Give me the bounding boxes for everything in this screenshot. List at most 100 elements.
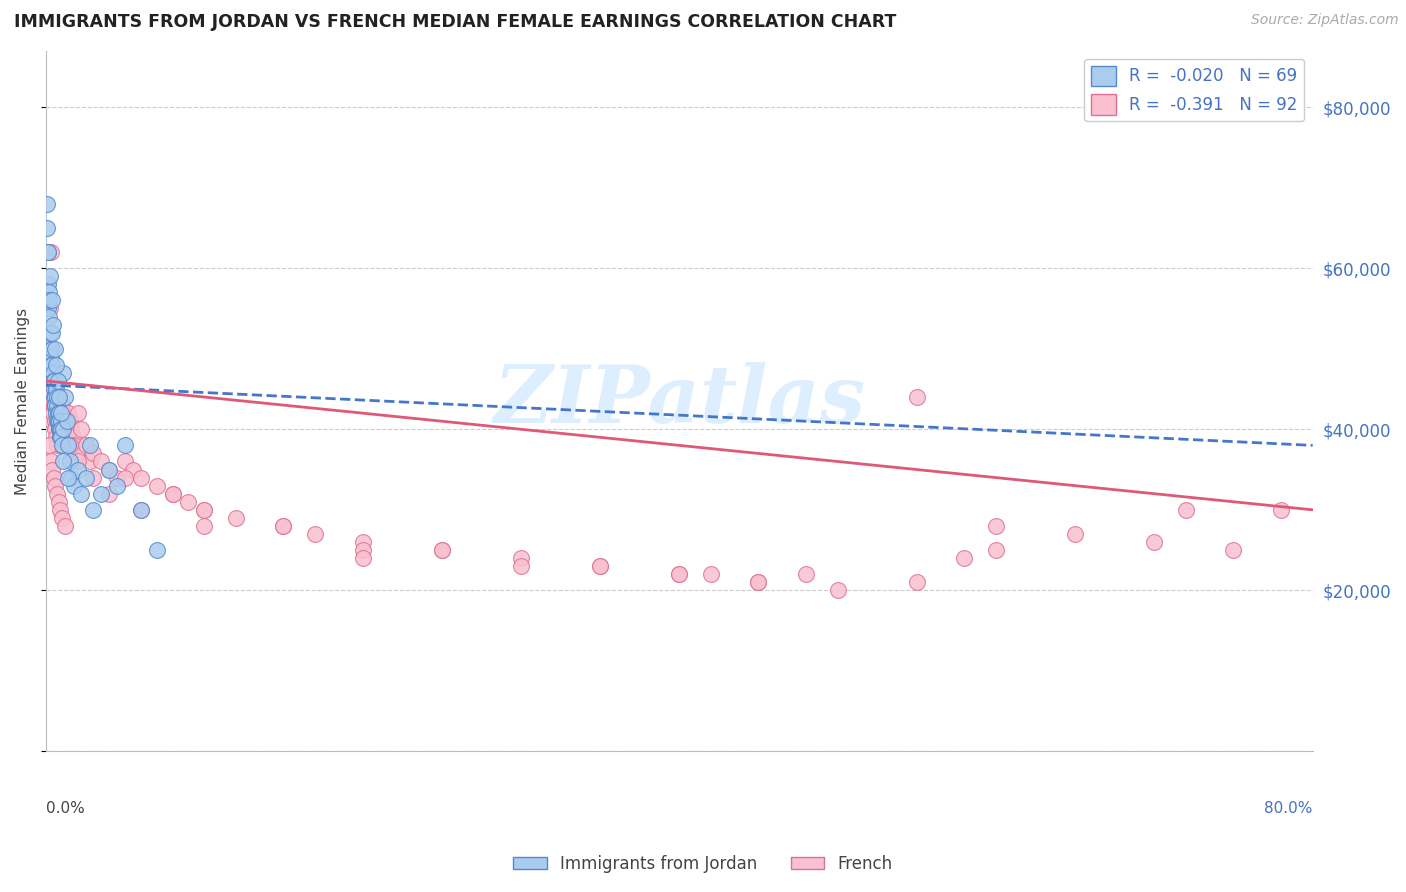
Point	[46, 406, 69, 420]
Text: ZIPatlas: ZIPatlas	[494, 362, 865, 440]
Point	[747, 575, 769, 590]
Point	[193, 503, 215, 517]
Text: 80.0%: 80.0%	[1264, 800, 1313, 815]
Point	[39, 350, 62, 364]
Point	[589, 559, 612, 574]
Point	[42, 406, 65, 420]
Point	[98, 462, 121, 476]
Point	[46, 438, 69, 452]
Point	[37, 301, 59, 316]
Point	[700, 567, 723, 582]
Point	[44, 398, 66, 412]
Point	[56, 438, 79, 452]
Point	[75, 438, 97, 452]
Point	[352, 543, 374, 558]
Point	[1064, 527, 1087, 541]
Point	[46, 414, 69, 428]
Point	[52, 422, 75, 436]
Point	[114, 438, 136, 452]
Point	[668, 567, 690, 582]
Point	[49, 430, 72, 444]
Point	[273, 519, 295, 533]
Point	[42, 390, 65, 404]
Point	[51, 438, 73, 452]
Point	[46, 406, 69, 420]
Point	[42, 318, 65, 332]
Point	[52, 366, 75, 380]
Point	[49, 414, 72, 428]
Point	[352, 535, 374, 549]
Point	[44, 390, 66, 404]
Point	[193, 503, 215, 517]
Text: 0.0%: 0.0%	[46, 800, 84, 815]
Point	[59, 454, 82, 468]
Point	[45, 406, 67, 420]
Point	[48, 422, 70, 436]
Legend: Immigrants from Jordan, French: Immigrants from Jordan, French	[506, 848, 900, 880]
Point	[48, 406, 70, 420]
Point	[98, 486, 121, 500]
Point	[53, 414, 76, 428]
Point	[75, 470, 97, 484]
Point	[177, 495, 200, 509]
Point	[46, 486, 69, 500]
Point	[39, 269, 62, 284]
Point	[63, 438, 86, 452]
Point	[66, 454, 89, 468]
Text: Source: ZipAtlas.com: Source: ZipAtlas.com	[1251, 13, 1399, 28]
Point	[37, 196, 59, 211]
Point	[48, 414, 70, 428]
Point	[79, 454, 101, 468]
Point	[41, 342, 63, 356]
Point	[905, 575, 928, 590]
Point	[48, 495, 70, 509]
Point	[48, 414, 70, 428]
Point	[41, 293, 63, 308]
Point	[1222, 543, 1244, 558]
Point	[39, 454, 62, 468]
Point	[45, 430, 67, 444]
Point	[42, 470, 65, 484]
Point	[56, 406, 79, 420]
Point	[45, 414, 67, 428]
Point	[44, 414, 66, 428]
Point	[589, 559, 612, 574]
Point	[42, 374, 65, 388]
Point	[38, 293, 60, 308]
Point	[114, 470, 136, 484]
Point	[51, 430, 73, 444]
Point	[82, 470, 104, 484]
Point	[129, 470, 152, 484]
Point	[51, 511, 73, 525]
Point	[41, 358, 63, 372]
Point	[44, 342, 66, 356]
Point	[38, 285, 60, 300]
Point	[46, 374, 69, 388]
Point	[41, 414, 63, 428]
Point	[37, 245, 59, 260]
Point	[37, 277, 59, 292]
Point	[304, 527, 326, 541]
Point	[60, 422, 83, 436]
Point	[82, 446, 104, 460]
Point	[225, 511, 247, 525]
Point	[984, 519, 1007, 533]
Point	[49, 503, 72, 517]
Point	[273, 519, 295, 533]
Point	[905, 390, 928, 404]
Point	[79, 438, 101, 452]
Point	[49, 406, 72, 420]
Point	[45, 382, 67, 396]
Point	[44, 478, 66, 492]
Point	[56, 470, 79, 484]
Point	[162, 486, 184, 500]
Point	[55, 422, 77, 436]
Point	[59, 438, 82, 452]
Point	[41, 366, 63, 380]
Point	[46, 390, 69, 404]
Point	[37, 245, 59, 260]
Point	[39, 245, 62, 260]
Point	[51, 398, 73, 412]
Text: IMMIGRANTS FROM JORDAN VS FRENCH MEDIAN FEMALE EARNINGS CORRELATION CHART: IMMIGRANTS FROM JORDAN VS FRENCH MEDIAN …	[14, 13, 897, 31]
Point	[794, 567, 817, 582]
